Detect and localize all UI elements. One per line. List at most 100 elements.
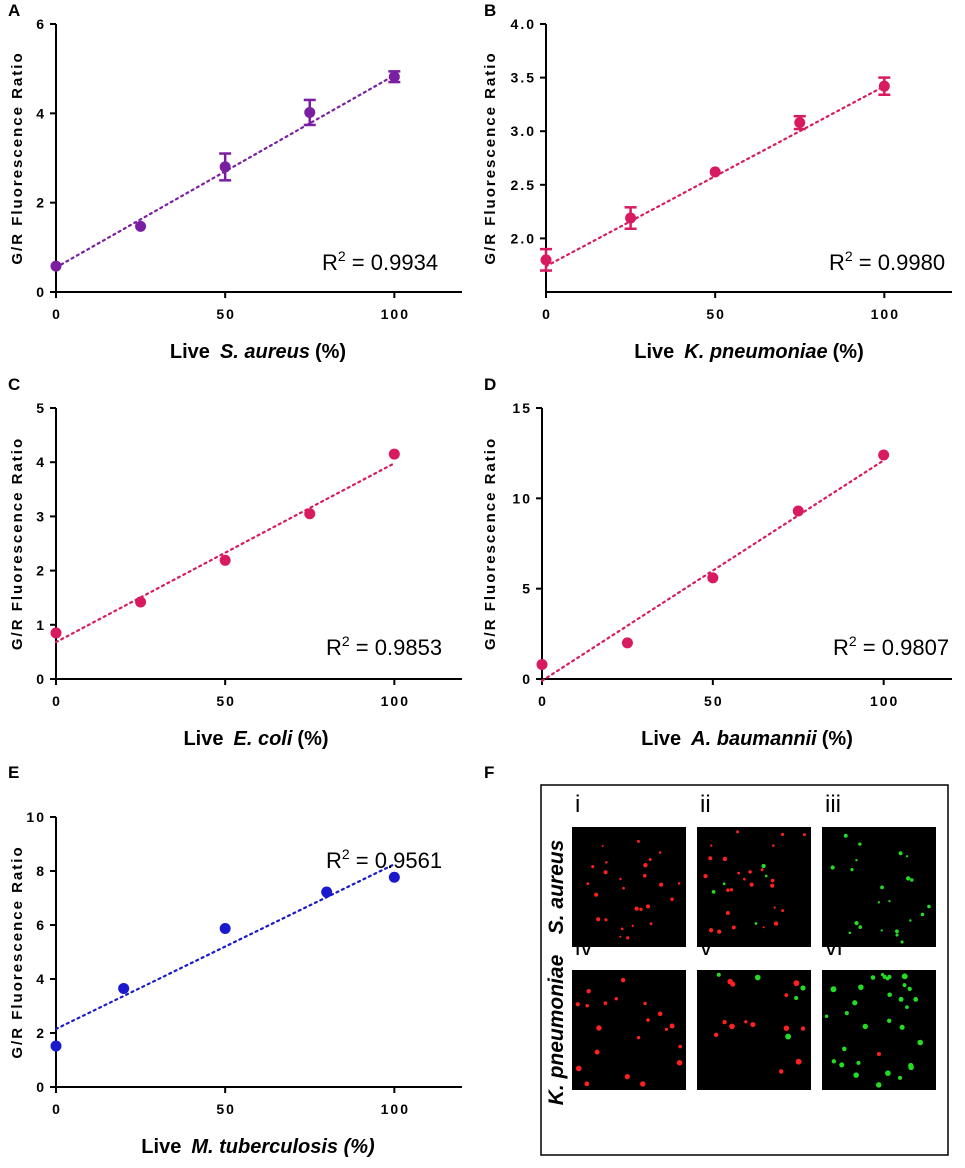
data-point [794,117,806,129]
fit-line [54,863,396,1031]
cell-dot [664,1027,669,1031]
image-label: iv [575,934,592,961]
y-axis-label: G/R Fluorescence Ratio [9,845,26,1058]
cell-dot [917,1039,924,1046]
cell-dot [773,921,779,926]
y-tick-label: 8 [36,863,46,879]
cell-dot [880,885,884,890]
micrograph [822,970,936,1090]
x-tick-label: 50 [704,693,724,709]
cell-dot [905,1005,909,1009]
cell-dot [643,862,648,868]
y-axis-label: G/R Fluorescence Ratio [482,437,499,650]
cell-dot [781,909,785,912]
cell-dot [713,1032,719,1038]
cell-dot [634,906,639,911]
cell-dot [793,980,800,987]
row-label: S. aureus [545,840,568,935]
data-point [304,508,316,520]
cell-dot [596,1025,602,1031]
cell-dot [778,1069,784,1074]
cell-dot [898,851,903,856]
cell-dot [603,870,608,875]
data-point [321,886,333,898]
cell-dot [736,830,740,834]
cell-dot [586,882,590,886]
cell-dot [920,912,925,917]
y-tick-label: 2 [36,1025,46,1041]
cell-dot [854,920,859,926]
cell-dot [575,1065,582,1072]
cell-dot [744,1020,748,1024]
x-tick-label: 50 [706,306,726,322]
cell-dot [620,977,626,983]
cell-dot [729,1023,735,1030]
y-tick-label: 3.5 [511,70,536,86]
data-point [135,596,147,608]
cell-dot [850,868,854,872]
data-point [50,627,62,639]
cell-dot [631,924,634,927]
cell-dot [620,927,624,931]
r2-exponent: 2 [342,846,350,862]
cell-dot [785,1033,792,1040]
x-axis-label-species: A. baumannii [690,728,817,750]
cell-dot [642,873,647,878]
x-axis-label: Live A. baumannii (%) [641,728,853,750]
cell-dot [716,972,721,977]
cell-dot [677,882,681,885]
y-tick-label: 3 [36,508,46,524]
r2-annotation: R2 = 0.9934 [322,248,438,275]
cell-dot [830,986,837,993]
panel-letter: B [484,1,496,20]
cell-dot [649,922,653,926]
y-tick-label: 2 [36,563,46,579]
cell-dot [862,1023,868,1030]
cell-dot [844,1011,849,1016]
cell-dot [748,870,752,874]
cell-dot [856,1060,861,1065]
data-point [219,554,231,566]
chart-panel-a: A 0 2 4 6 0 50 100 G/R Fluorescence Ratio Live S. … [8,1,462,363]
y-tick-label: 3.0 [511,123,536,139]
x-axis-label-suffix: (%) [833,341,864,363]
data-point [540,254,552,266]
cell-dot [754,974,761,981]
micrograph [572,970,686,1090]
y-tick-label: 2.5 [511,177,536,193]
x-tick-label: 0 [538,693,548,709]
cell-dot [795,1058,802,1065]
cell-dot [876,1082,882,1088]
x-axis-label-species: E. coli [234,728,293,750]
y-tick-label: 5 [36,400,46,416]
cell-dot [614,997,618,1001]
cell-dot [750,1022,756,1028]
r2-annotation: R2 = 0.9807 [833,633,949,660]
y-tick-label: 1 [36,617,46,633]
cell-dot [754,922,758,925]
panel-letter: D [484,375,496,394]
x-axis-label-species: S. aureus [220,341,310,363]
x-axis-label: Live M. tuberculosis (%) [141,1136,375,1158]
y-tick-label: 0 [36,1079,46,1095]
r2-equals: = [857,635,882,660]
data-point [50,1040,62,1052]
y-tick-label: 4 [36,105,46,121]
cell-dot [886,1018,892,1023]
y-axis-label: G/R Fluorescence Ratio [9,437,26,650]
cell-dot [619,935,622,938]
data-point [709,166,721,178]
x-tick-label: 50 [216,1101,236,1117]
cell-dot [594,892,599,897]
cell-dot [722,882,726,886]
cell-dot [764,874,768,878]
y-tick-label: 15 [512,400,532,416]
panel-letter: C [8,375,20,394]
micrograph [697,827,811,947]
cell-dot [876,1051,881,1057]
cell-dot [584,1081,590,1087]
x-axis-label-prefix: Live [634,341,674,363]
image-label: iii [825,791,841,818]
data-point [792,505,804,517]
